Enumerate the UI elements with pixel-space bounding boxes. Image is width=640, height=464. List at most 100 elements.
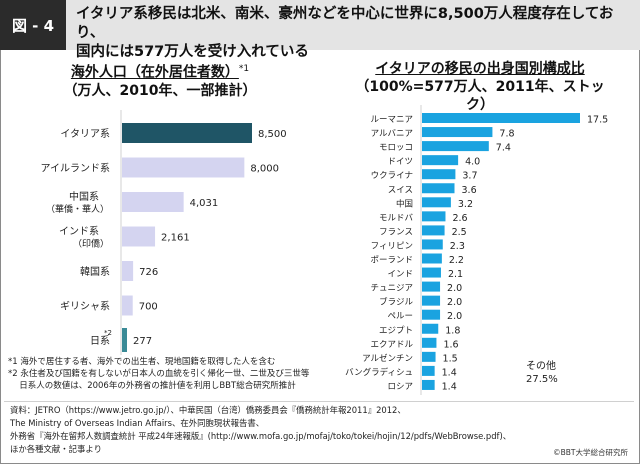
right-bar-19 — [422, 379, 435, 390]
right-category-label-11: インド — [387, 270, 413, 280]
left-category-label-4: 韓国系 — [80, 266, 110, 278]
right-category-label-19: ロシア — [387, 382, 413, 392]
left-value-label-2: 4,031 — [190, 198, 219, 209]
right-chart-title-line2: （100%=577万人、2011年、ストック） — [355, 79, 605, 113]
slide-title: イタリア系移民は北米、南米、豪州などを中心に世界に8,500万人程度存在しており… — [76, 6, 614, 60]
right-bar-16 — [422, 337, 437, 348]
right-bar-17 — [422, 351, 436, 362]
right-category-label-13: ブラジル — [379, 297, 413, 308]
right-category-label-9: フィリピン — [371, 241, 413, 251]
left-bar-1 — [122, 157, 245, 178]
right-category-label-0: ルーマニア — [370, 115, 413, 125]
right-value-label-10: 2.2 — [449, 255, 464, 266]
left-value-label-4: 726 — [139, 267, 158, 278]
right-value-label-7: 2.6 — [452, 213, 467, 224]
right-value-label-14: 2.0 — [447, 311, 462, 322]
right-bar-14 — [422, 309, 441, 320]
right-bar-13 — [422, 295, 441, 306]
left-value-label-0: 8,500 — [258, 129, 287, 140]
other-annotation: その他 27.5% — [526, 360, 558, 386]
left-bar-6 — [122, 328, 127, 352]
right-value-label-17: 1.5 — [443, 353, 458, 364]
copyright: ©BBT大学総合研究所 — [553, 448, 628, 457]
left-category-label-1: アイルランド系 — [41, 163, 111, 175]
source-box — [4, 401, 634, 462]
right-category-label-12: チュニジア — [370, 284, 413, 294]
left-category-superscript-6: *2 — [104, 329, 112, 337]
left-bar-chart: 8,500 イタリア系 8,000 アイルランド系 4,031 中国系（華僑・華人） 2,1… — [41, 110, 287, 355]
right-category-label-17: アルゼンチン — [362, 353, 413, 364]
left-bar-0 — [122, 123, 252, 143]
left-category-sublabel-3: （印僑） — [73, 238, 109, 250]
left-value-label-6: 277 — [133, 336, 152, 347]
right-bar-6 — [422, 197, 451, 208]
source-line-4: ほか各種文献・記事より — [10, 444, 102, 454]
right-value-label-11: 2.1 — [448, 269, 463, 280]
left-bar-4 — [122, 261, 134, 281]
right-category-label-6: 中国 — [396, 198, 413, 209]
left-chart-title: 海外人口（在外居住者数）*1 （万人、2010年、一部推計） — [40, 60, 280, 100]
title-bar: イタリア系移民は北米、南米、豪州などを中心に世界に8,500万人程度存在しており… — [66, 0, 640, 60]
right-bar-chart: 17.5 ルーマニア 7.8 アルバニア 7.4 モロッコ 4.0 ドイツ 3.7 ウクライナ 3.… — [345, 105, 608, 395]
source-line-3: 外務省『海外在留邦人数調査統計 平成24年速報版』(http://www.mof… — [10, 431, 512, 441]
right-value-label-16: 1.6 — [443, 339, 458, 350]
right-chart-title-line1: イタリアの移民の出身国別構成比 — [375, 61, 585, 77]
footnote-3: 日系人の数値は、2006年の外務省の推計値を利用しBBT総合研究所推計 — [8, 381, 296, 391]
right-value-label-9: 2.3 — [450, 241, 465, 252]
right-bar-18 — [422, 365, 435, 376]
right-value-label-13: 2.0 — [447, 297, 462, 308]
sources: 資料：JETRO（https://www.jetro.go.jp/）、中華民国（… — [10, 404, 511, 456]
right-category-label-4: ウクライナ — [371, 171, 413, 181]
right-category-label-3: ドイツ — [387, 157, 413, 167]
right-value-label-0: 17.5 — [587, 115, 608, 126]
other-value: 27.5% — [526, 374, 558, 385]
left-chart-title-note: *1 — [238, 64, 250, 74]
left-category-label-5: ギリシャ系 — [60, 301, 110, 313]
left-value-label-3: 2,161 — [161, 233, 190, 244]
right-value-label-5: 3.6 — [462, 185, 477, 196]
right-bar-15 — [422, 323, 439, 334]
right-value-label-4: 3.7 — [462, 171, 477, 182]
right-value-label-1: 7.8 — [499, 129, 514, 140]
right-bar-3 — [422, 155, 459, 166]
right-value-label-8: 2.5 — [452, 227, 467, 238]
left-bar-3 — [122, 226, 156, 247]
right-bar-9 — [422, 239, 443, 250]
other-label: その他 — [526, 361, 556, 372]
source-line-2: The Ministry of Overseas Indian Affairs、… — [10, 418, 265, 428]
source-line-1: 資料：JETRO（https://www.jetro.go.jp/）、中華民国（… — [10, 405, 406, 415]
left-bar-2 — [122, 192, 184, 212]
left-value-label-1: 8,000 — [250, 164, 279, 175]
right-value-label-3: 4.0 — [465, 157, 480, 168]
right-bar-10 — [422, 253, 442, 264]
left-category-label-0: イタリア系 — [60, 128, 110, 140]
right-value-label-12: 2.0 — [447, 283, 462, 294]
footnotes: *1 海外で居住する者、海外での出生者、現地国籍を取得した人を含む *2 永住者… — [8, 356, 309, 392]
right-value-label-15: 1.8 — [445, 325, 460, 336]
left-category-label-6: 日系 — [90, 335, 110, 347]
right-chart-title: イタリアの移民の出身国別構成比 （100%=577万人、2011年、ストック） — [350, 60, 610, 114]
left-chart-title-line2: （万人、2010年、一部推計） — [63, 82, 257, 99]
left-category-sublabel-2: （華僑・華人） — [46, 203, 109, 215]
right-category-label-18: バングラディシュ — [345, 367, 413, 378]
figure-label: 図 - 4 — [0, 0, 66, 50]
right-bar-7 — [422, 211, 446, 222]
right-bar-4 — [422, 169, 456, 180]
right-value-label-18: 1.4 — [442, 367, 457, 378]
right-category-label-7: モルドバ — [379, 213, 414, 223]
right-category-label-8: フランス — [379, 227, 413, 237]
right-category-label-10: ポーランド — [370, 256, 413, 266]
right-category-label-5: スイス — [388, 185, 413, 195]
right-bar-0 — [422, 113, 580, 123]
left-category-label-2: 中国系 — [69, 190, 99, 203]
right-bar-8 — [422, 225, 445, 236]
right-bar-12 — [422, 281, 441, 292]
left-category-label-3: インド系 — [59, 226, 99, 238]
right-bar-2 — [422, 141, 489, 152]
left-chart-title-line1: 海外人口（在外居住者数） — [70, 64, 239, 81]
right-category-label-16: エクアドル — [370, 340, 413, 350]
footnote-1: *1 海外で居住する者、海外での出生者、現地国籍を取得した人を含む — [8, 357, 276, 367]
right-category-label-2: モロッコ — [379, 143, 413, 153]
footnote-2: *2 永住者及び国籍を有しないが日本人の血統を引く帰化一世、二世及び三世等 — [8, 369, 310, 379]
right-category-label-1: アルバニア — [371, 129, 413, 139]
